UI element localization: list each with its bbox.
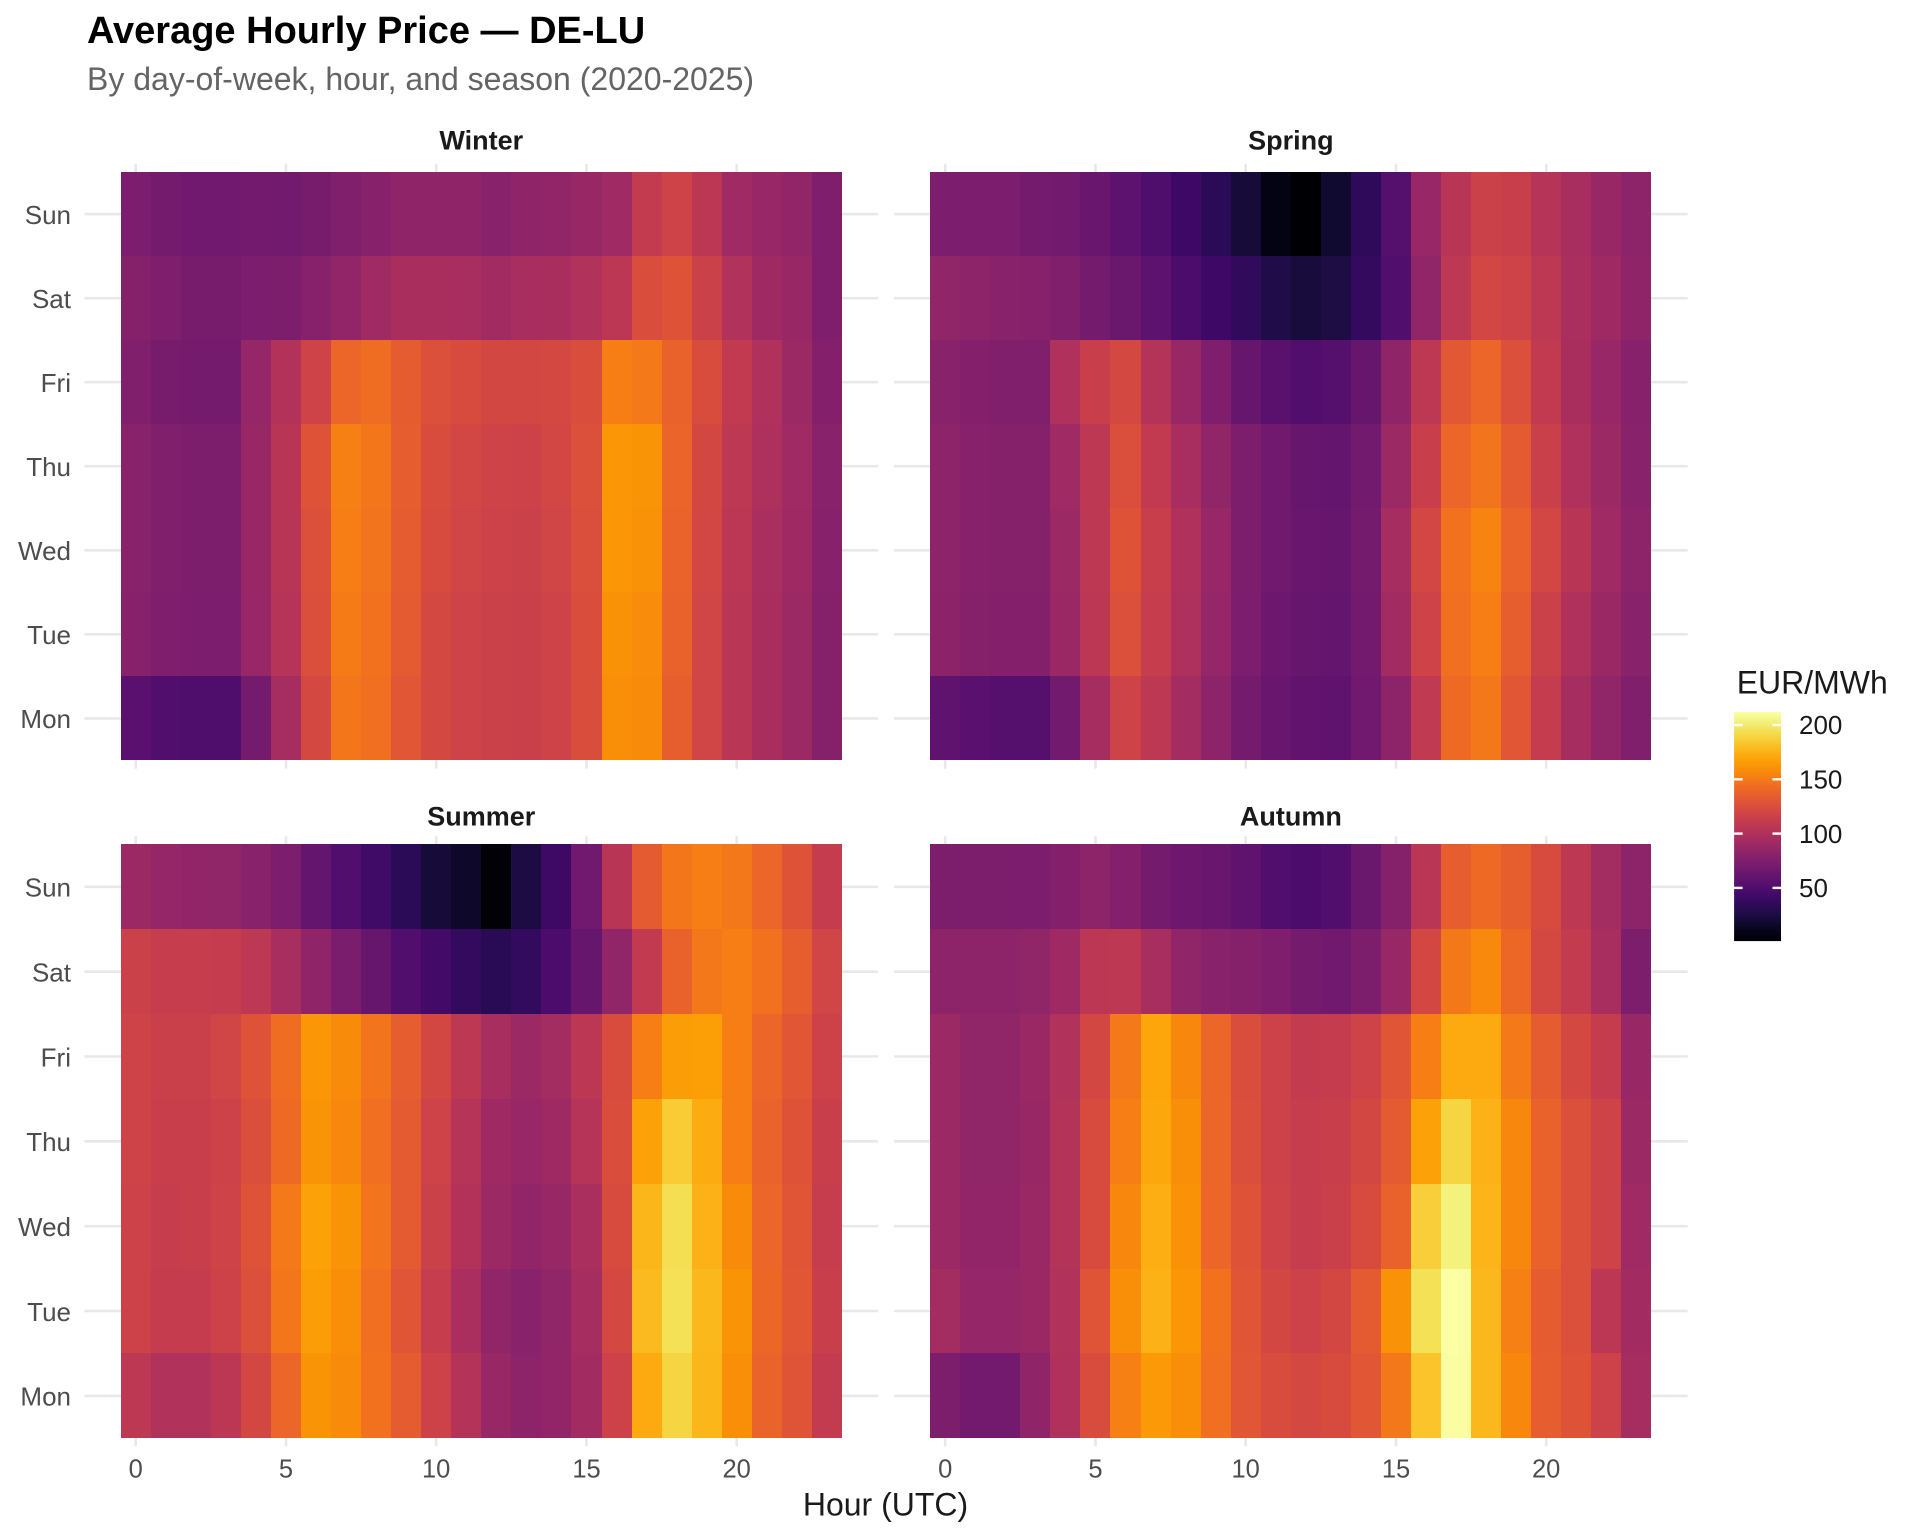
svg-text:20: 20: [723, 1456, 751, 1484]
svg-text:Sat: Sat: [32, 284, 72, 314]
svg-text:0: 0: [938, 1456, 952, 1484]
svg-text:Autumn: Autumn: [1240, 801, 1342, 831]
svg-text:Mon: Mon: [20, 1382, 71, 1412]
svg-text:Wed: Wed: [18, 1212, 71, 1242]
svg-text:Fri: Fri: [41, 368, 71, 398]
svg-text:Fri: Fri: [41, 1042, 71, 1072]
svg-text:Sat: Sat: [32, 958, 72, 988]
svg-text:100: 100: [1799, 819, 1842, 849]
svg-text:20: 20: [1532, 1456, 1560, 1484]
svg-text:15: 15: [1382, 1456, 1410, 1484]
svg-text:10: 10: [1232, 1456, 1260, 1484]
svg-text:Mon: Mon: [20, 704, 71, 734]
svg-text:0: 0: [129, 1456, 143, 1484]
svg-text:Thu: Thu: [26, 1127, 71, 1157]
svg-text:Sun: Sun: [25, 873, 71, 903]
svg-text:Wed: Wed: [18, 536, 71, 566]
svg-text:5: 5: [279, 1456, 293, 1484]
svg-text:Average Hourly Price — DE-LU: Average Hourly Price — DE-LU: [87, 10, 645, 52]
svg-text:Spring: Spring: [1248, 125, 1334, 155]
svg-text:10: 10: [422, 1456, 450, 1484]
svg-text:EUR/MWh: EUR/MWh: [1737, 665, 1888, 701]
svg-text:Sun: Sun: [25, 200, 71, 230]
svg-text:5: 5: [1088, 1456, 1102, 1484]
svg-text:15: 15: [572, 1456, 600, 1484]
svg-text:200: 200: [1799, 710, 1842, 740]
svg-text:Tue: Tue: [27, 620, 71, 650]
svg-text:By day-of-week, hour, and seas: By day-of-week, hour, and season (2020-2…: [87, 61, 754, 97]
svg-text:Tue: Tue: [27, 1297, 71, 1327]
svg-text:Summer: Summer: [427, 801, 536, 831]
svg-text:Hour (UTC): Hour (UTC): [803, 1487, 968, 1523]
svg-text:50: 50: [1799, 873, 1828, 903]
svg-text:Thu: Thu: [26, 452, 71, 482]
svg-text:Winter: Winter: [439, 125, 523, 155]
svg-text:150: 150: [1799, 765, 1842, 795]
